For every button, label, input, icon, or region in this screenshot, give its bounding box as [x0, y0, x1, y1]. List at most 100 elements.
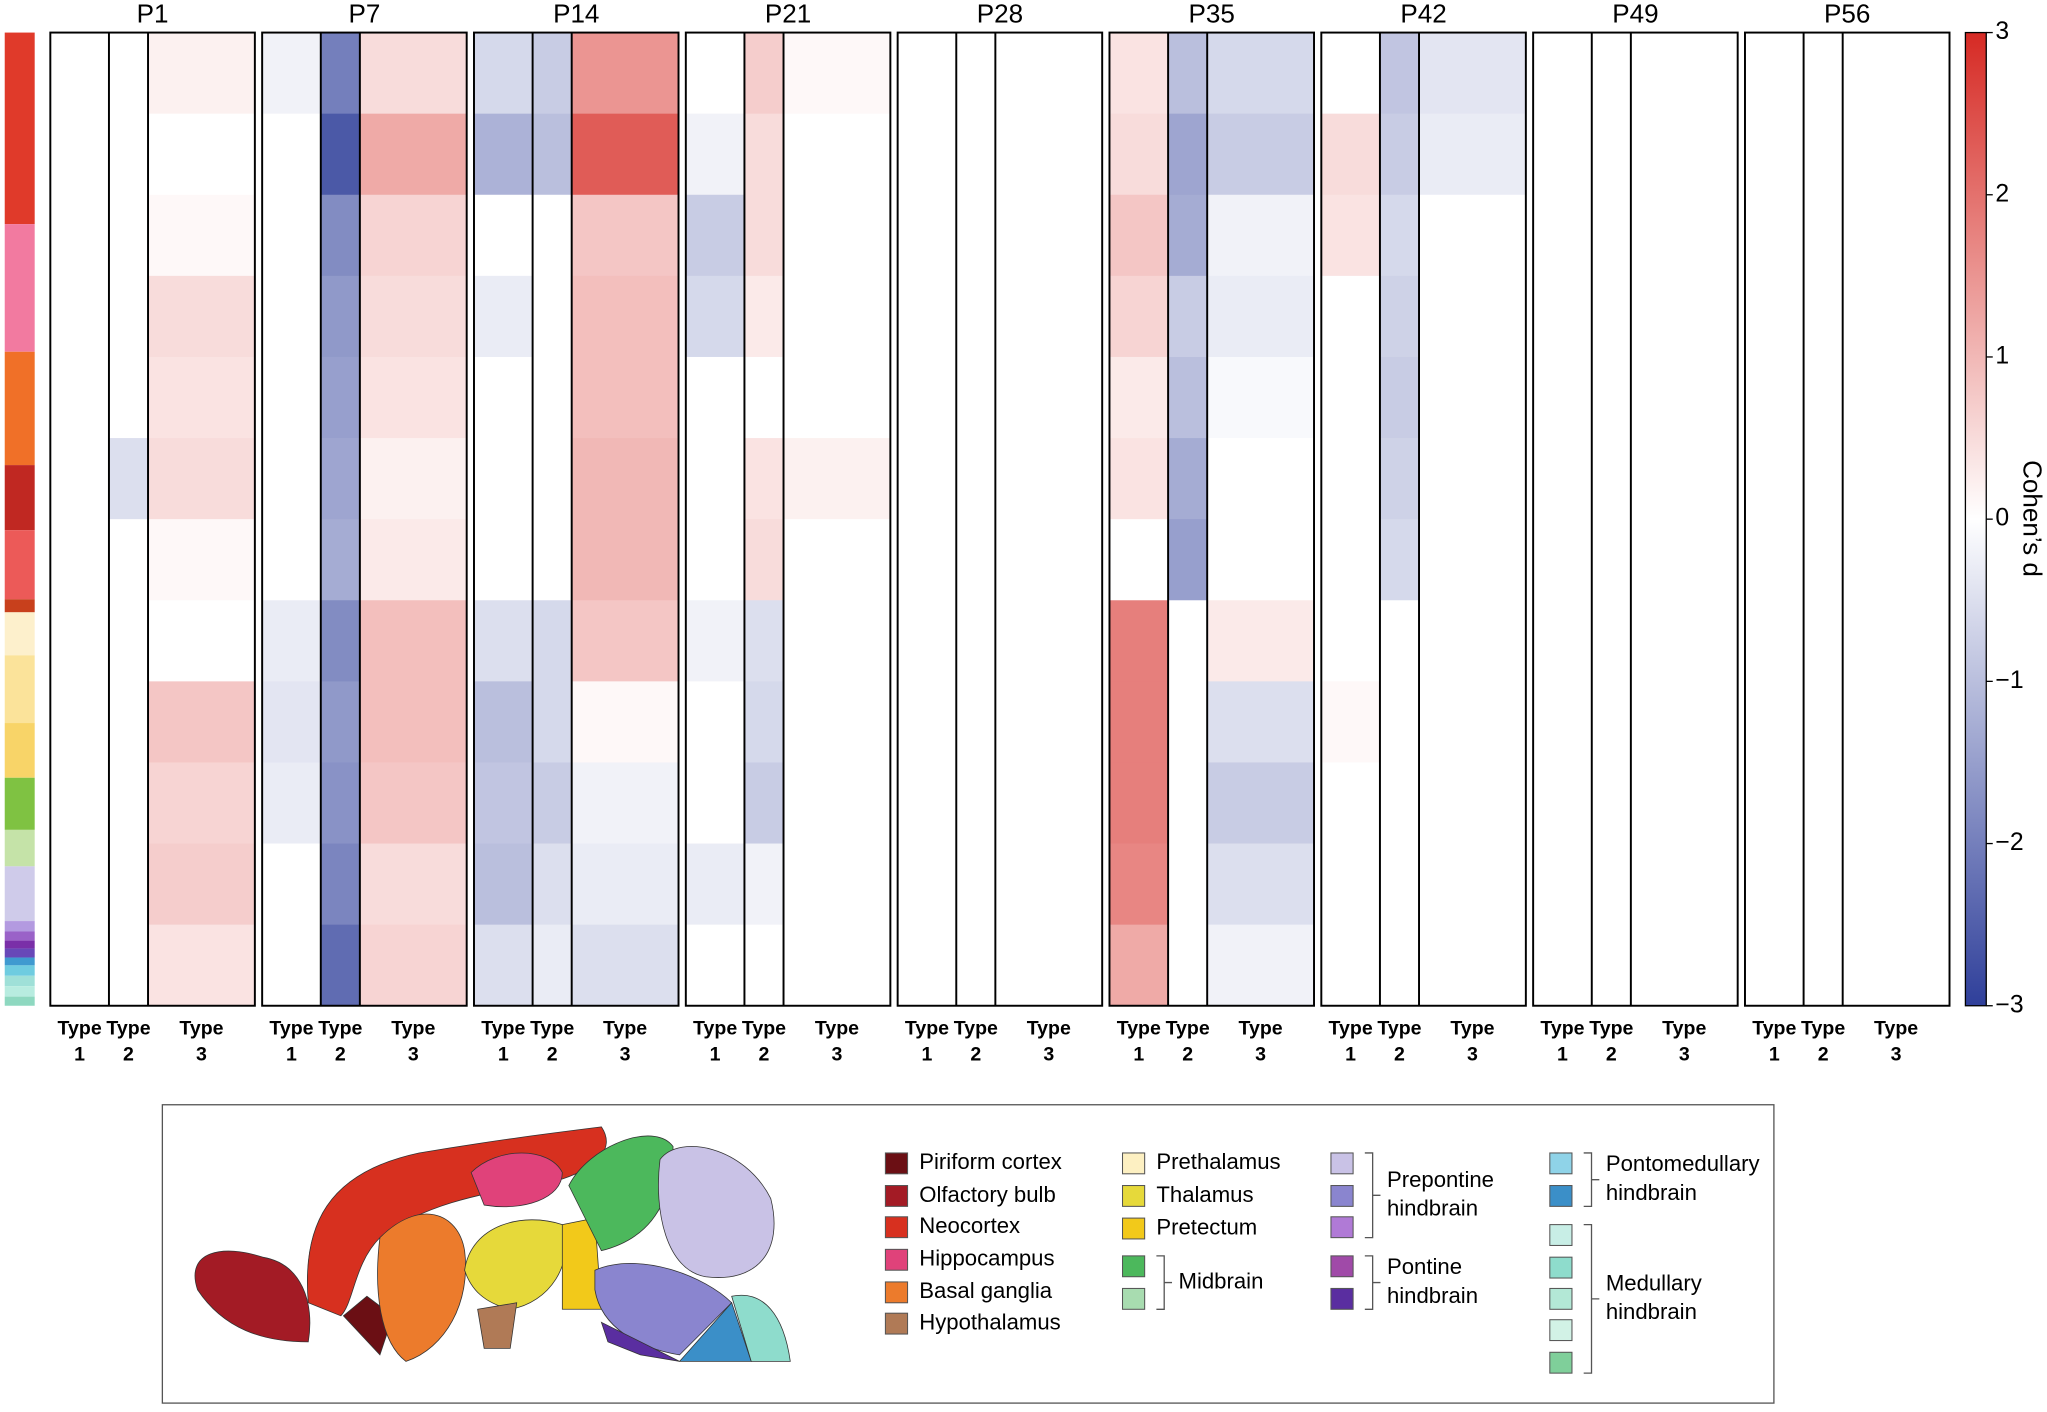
heatmap-cell [956, 275, 996, 358]
legend-bracket [1364, 1152, 1381, 1239]
legend-label: Thalamus [1156, 1182, 1253, 1207]
heatmap-cell [532, 681, 572, 763]
legend-swatch [1121, 1185, 1146, 1207]
heatmap-cell [1379, 843, 1420, 926]
heatmap-cell [1109, 438, 1169, 520]
panel-title: P49 [1612, 0, 1658, 29]
heatmap-cell [1630, 194, 1738, 277]
heatmap-cell [1842, 356, 1950, 439]
column-label: Type [1377, 1017, 1421, 1039]
heatmap-cell [108, 843, 149, 926]
heatmap-cell [1321, 32, 1380, 115]
region-strip-segment [4, 975, 35, 987]
heatmap-cell [1168, 600, 1208, 682]
legend-label: Olfactory bulb [919, 1182, 1056, 1207]
heatmap-cell [1168, 843, 1208, 926]
legend-box [161, 1104, 1775, 1404]
heatmap-cell [1379, 762, 1420, 844]
heatmap-cell [783, 600, 891, 682]
panel-frame [473, 31, 680, 1007]
heatmap-cell [50, 924, 109, 1007]
legend-swatch [884, 1312, 909, 1335]
heatmap-cell [571, 924, 679, 1007]
panel-title: P21 [765, 0, 811, 29]
heatmap-cell [148, 356, 255, 439]
region-strip-segment [4, 986, 35, 997]
heatmap-cell [1803, 275, 1843, 358]
heatmap-cell [1803, 519, 1843, 601]
heatmap-cell [1591, 32, 1631, 115]
legend-swatch [1549, 1152, 1573, 1175]
heatmap-cell [783, 275, 891, 358]
panel-frame [684, 31, 892, 1007]
column-label: 3 [1467, 1043, 1478, 1065]
heatmap-cell [532, 356, 572, 439]
heatmap-cell [1379, 194, 1420, 277]
heatmap-cell [1630, 275, 1738, 358]
legend-bracket [1583, 1223, 1600, 1374]
heatmap-cell [1630, 681, 1738, 763]
heatmap-cell [897, 275, 957, 358]
heatmap-cell [473, 275, 533, 358]
heatmap-cell [1419, 194, 1526, 277]
column-label: 1 [498, 1043, 509, 1065]
heatmap-cell [1379, 113, 1420, 196]
heatmap-cell [1109, 762, 1169, 844]
legend-swatch [1121, 1217, 1146, 1240]
heatmap-cell [262, 924, 321, 1007]
region-strip-segment [4, 866, 35, 922]
heatmap-cell [108, 356, 149, 439]
heatmap-cell [956, 32, 996, 115]
heatmap-cell [1207, 113, 1315, 196]
legend-label: Pretectum [1156, 1214, 1257, 1239]
heatmap-cell [50, 113, 109, 196]
region-strip-segment [4, 224, 35, 352]
heatmap-cell [1533, 843, 1592, 926]
column-label: 1 [1345, 1043, 1356, 1065]
heatmap-cell [532, 924, 572, 1007]
region-strip-segment [4, 32, 35, 225]
region-strip-segment [4, 931, 35, 941]
heatmap-cell [320, 924, 360, 1007]
heatmap-cell [1803, 194, 1843, 277]
heatmap-cell [1109, 194, 1169, 277]
heatmap-cell [1630, 762, 1738, 844]
heatmap-cell [359, 681, 467, 763]
heatmap-cell [571, 843, 679, 926]
heatmap-cell [995, 32, 1103, 115]
heatmap-cell [1207, 843, 1315, 926]
heatmap-cell [1207, 762, 1315, 844]
column-label: 3 [1891, 1043, 1902, 1065]
legend-label: hindbrain [1606, 1180, 1697, 1205]
heatmap-cell [744, 600, 784, 682]
heatmap-cell [1803, 843, 1843, 926]
heatmap-cell [50, 356, 109, 439]
heatmap-cell [320, 762, 360, 844]
heatmap-cell [1803, 356, 1843, 439]
column-label: Type [58, 1017, 102, 1039]
column-label: Type [1589, 1017, 1633, 1039]
legend-label: Midbrain [1179, 1268, 1264, 1293]
heatmap-cell [783, 113, 891, 196]
legend-swatch [1121, 1255, 1146, 1278]
heatmap-cell [473, 762, 533, 844]
heatmap-cell [262, 356, 321, 439]
heatmap-cell [1321, 275, 1380, 358]
panel-title: P28 [977, 0, 1023, 29]
heatmap-cell [1744, 762, 1804, 844]
heatmap-cell [1419, 356, 1526, 439]
heatmap-cell [1803, 600, 1843, 682]
legend-swatch [1549, 1185, 1573, 1207]
heatmap-cell [1533, 194, 1592, 277]
heatmap-cell [1379, 681, 1420, 763]
heatmap-cell [1207, 600, 1315, 682]
heatmap-cell [571, 762, 679, 844]
column-label: Type [179, 1017, 223, 1039]
heatmap-cell [1803, 32, 1843, 115]
legend-label: Hypothalamus [919, 1309, 1060, 1334]
heatmap-cell [1379, 356, 1420, 439]
heatmap-cell [1207, 681, 1315, 763]
heatmap-cell [956, 519, 996, 601]
heatmap-cell [1842, 113, 1950, 196]
legend-swatch [1121, 1152, 1146, 1175]
